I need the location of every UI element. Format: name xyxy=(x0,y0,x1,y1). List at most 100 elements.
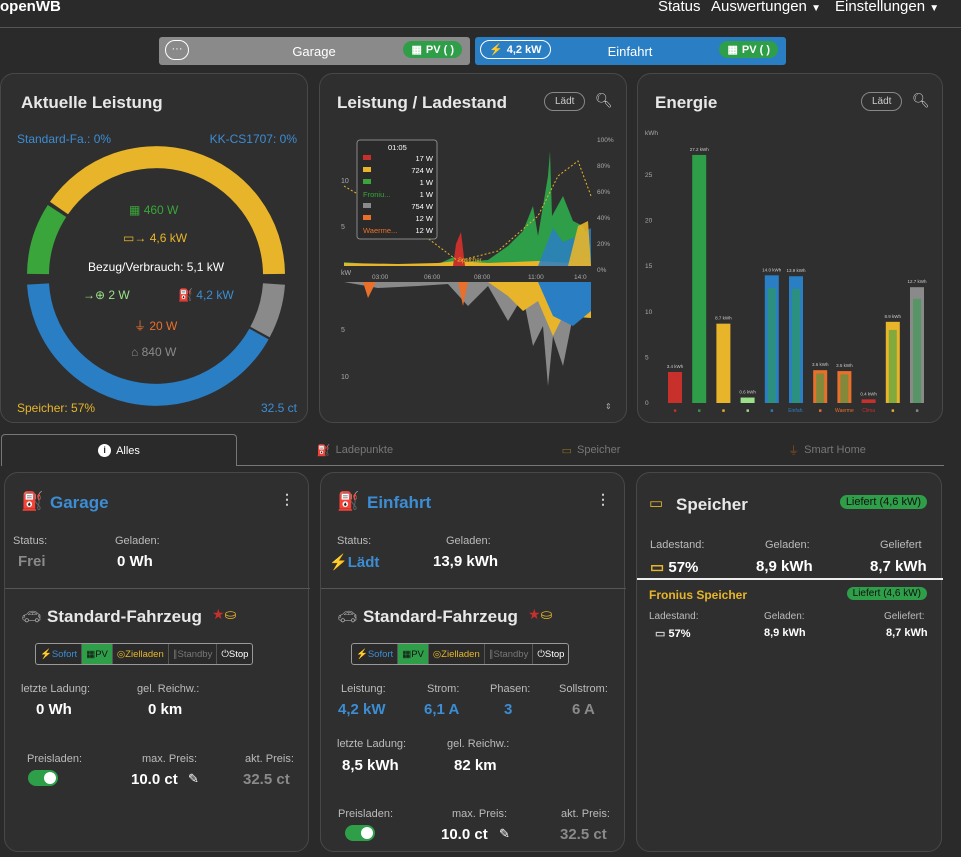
bar-value-label: 8.9 kWh xyxy=(885,314,902,319)
max-price-label: max. Preis: xyxy=(452,808,508,820)
charger-icon: ⛽ xyxy=(316,444,331,457)
card-title: Energie xyxy=(655,93,718,112)
svg-text:5: 5 xyxy=(341,224,345,231)
battery-icon: ▭ xyxy=(650,559,665,576)
svg-text:1 W: 1 W xyxy=(420,178,434,187)
nav-auswertungen[interactable]: Auswertungen ▼ xyxy=(711,0,821,15)
tab-smart-home[interactable]: ⏚ Smart Home xyxy=(788,444,866,457)
bar-value-label: 27.2 kWh xyxy=(690,147,710,152)
loaded-value: 13,9 kWh xyxy=(433,553,499,570)
tab-ladepunkte[interactable]: ⛽ Ladepunkte xyxy=(316,444,394,457)
price-charge-toggle[interactable] xyxy=(345,825,375,841)
vehicle-name[interactable]: Standard-Fahrzeug xyxy=(47,607,202,626)
loaded-label: Geladen: xyxy=(115,535,160,547)
sort-icon[interactable]: ⇕ xyxy=(605,402,612,411)
zoom-icon[interactable]: 🔍︎ xyxy=(912,92,930,108)
energy-bar-pv-share xyxy=(792,288,800,403)
mode-zielladen[interactable]: ◎ Zielladen xyxy=(429,644,485,664)
mode-stop[interactable]: ⏻ Stop xyxy=(537,648,565,660)
mode-pv[interactable]: ▦ PV xyxy=(398,644,429,664)
brand-logo[interactable]: openWB xyxy=(0,0,61,15)
soc-label: Ladestand: xyxy=(650,539,705,551)
chargepoint-card-einfahrt: ⛽ Einfahrt ⋮ Status: ⚡Lädt Geladen: 13,9… xyxy=(320,472,626,852)
energy-chart: kWh 25 20 15 10 5 0 3.4 kWh ■ 27.2 kWh ■ 8.7 kWh ■ 0… xyxy=(645,130,927,414)
loading-button[interactable]: Lädt xyxy=(544,92,586,111)
divider xyxy=(321,588,626,589)
more-icon[interactable]: ··· xyxy=(165,40,189,60)
y-tick-label: 0 xyxy=(645,400,649,407)
tab-speicher[interactable]: ▭ Speicher xyxy=(561,444,621,457)
svg-text:100%: 100% xyxy=(597,137,614,144)
loading-button[interactable]: Lädt xyxy=(861,92,903,111)
range-label: gel. Reichw.: xyxy=(137,683,200,695)
coins-icon: ⛀ xyxy=(540,606,553,622)
donut-battery xyxy=(49,146,285,275)
edit-icon[interactable]: ✎ xyxy=(499,826,510,841)
phases-label: Phasen: xyxy=(490,683,531,695)
top-bar: openWB Status Auswertungen ▼ Einstellung… xyxy=(0,0,961,22)
charger-icon: ⛽ xyxy=(21,491,44,511)
svg-text:5: 5 xyxy=(341,327,345,334)
mode-stop[interactable]: ⏻ Stop xyxy=(221,648,249,660)
edit-icon[interactable]: ✎ xyxy=(188,771,199,786)
sub-loaded-value: 8,9 kWh xyxy=(764,627,806,639)
cp-tab-einfahrt[interactable]: ⚡ 4,2 kW Einfahrt ▦ PV ( ) xyxy=(475,37,786,65)
mode-zielladen[interactable]: ◎ Zielladen xyxy=(113,644,169,664)
svg-text:01:05: 01:05 xyxy=(388,143,407,152)
battery-icon: ▭ xyxy=(123,231,135,245)
chevron-down-icon: ▼ xyxy=(811,3,821,14)
plug-icon: ⏚ xyxy=(134,319,147,333)
svg-text:80%: 80% xyxy=(597,163,610,170)
mode-pv[interactable]: ▦ PV xyxy=(82,644,113,664)
cp-tab-name: Einfahrt xyxy=(607,44,653,59)
bar-value-label: 8.7 kWh xyxy=(715,316,732,321)
battery-soc: Speicher: 57% xyxy=(17,401,96,415)
charge-mode-selector: ⚡ Sofort ▦ PV ◎ Zielladen ∥ Standby ⏻ Stop xyxy=(351,643,570,665)
card-title: Leistung / Ladestand xyxy=(337,93,508,112)
kw-axis-label: kW xyxy=(341,270,352,277)
status-label: Status: xyxy=(337,535,372,547)
loaded-value: 8,9 kWh xyxy=(756,558,813,575)
zoom-icon[interactable]: 🔍︎ xyxy=(595,92,613,108)
cp-title: Garage xyxy=(50,493,109,512)
charger-icon: ⛽ xyxy=(337,491,360,511)
counter-value: →⊕ 2 W xyxy=(83,288,130,302)
cp-tab-garage[interactable]: ··· Garage ▦ PV ( ) xyxy=(159,37,470,65)
power-value: 4,2 kW xyxy=(338,701,386,718)
nav-status[interactable]: Status xyxy=(658,0,701,15)
category-tabs: i Alles ⛽ Ladepunkte ▭ Speicher ⏚ Smart Hom… xyxy=(0,434,961,466)
tab-alles[interactable]: i Alles xyxy=(1,434,237,466)
smarthome-value: ⏚ 20 W xyxy=(134,319,178,333)
energy-bar xyxy=(716,323,731,403)
mode-sofort[interactable]: ⚡ Sofort xyxy=(352,644,399,664)
tab-underline xyxy=(237,465,944,466)
price-charge-toggle[interactable] xyxy=(28,770,58,786)
target-current-label: Sollstrom: xyxy=(559,683,608,695)
bar-value-label: 3.5 kWh xyxy=(836,363,853,368)
svg-text:12 W: 12 W xyxy=(415,214,433,223)
menu-icon[interactable]: ⋮ xyxy=(280,491,294,507)
donut-pv xyxy=(27,205,67,275)
house-value: ⌂ 840 W xyxy=(131,345,177,359)
mode-standby[interactable]: ∥ Standby xyxy=(169,644,218,664)
battery-icon: ▭ xyxy=(649,495,664,512)
chart-tooltip xyxy=(356,139,438,240)
power-label: Leistung: xyxy=(341,683,386,695)
energy-unit: kWh xyxy=(645,130,658,137)
svg-text:06:00: 06:00 xyxy=(424,274,441,281)
menu-icon[interactable]: ⋮ xyxy=(596,491,610,507)
charge-mode-selector: ⚡ Sofort ▦ PV ◎ Zielladen ∥ Standby ⏻ Stop xyxy=(35,643,254,665)
mode-standby[interactable]: ∥ Standby xyxy=(485,644,534,664)
speicher-line-label: Speicher xyxy=(458,258,482,264)
divider xyxy=(0,27,961,28)
vehicle-name[interactable]: Standard-Fahrzeug xyxy=(363,607,518,626)
plug-icon: ⏚ xyxy=(788,445,800,457)
nav-einstellungen[interactable]: Einstellungen ▼ xyxy=(835,0,940,15)
svg-text:754 W: 754 W xyxy=(411,202,434,211)
cp-tab-name: Garage xyxy=(292,44,336,59)
divider xyxy=(637,578,943,580)
status-badge: Liefert (4,6 kW) xyxy=(839,495,927,509)
loaded-value: 0 Wh xyxy=(117,553,153,570)
mode-sofort[interactable]: ⚡ Sofort xyxy=(36,644,83,664)
bar-value-label: 14.0 kWh xyxy=(762,267,782,272)
